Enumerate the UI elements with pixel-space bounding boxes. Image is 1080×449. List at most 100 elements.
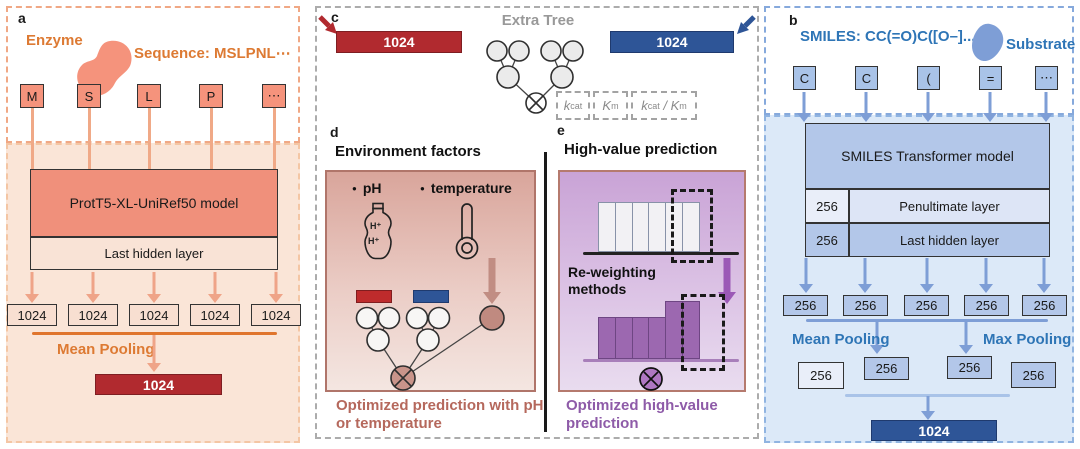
panel-a-label: a [18,10,26,26]
histogram-axis [583,359,739,362]
embedding-dim-box: 1024 [7,304,57,326]
ratio-separator: / [659,98,671,113]
ratio-symbol-1: k [641,98,648,113]
smiles-token: ⋯ [1035,66,1058,90]
histogram-axis [583,252,739,255]
embedding-dim-box: 256 [843,295,888,316]
environment-factors-box [325,170,536,392]
down-arrow-icon [797,92,811,122]
high-value-highlight-rect [681,294,725,371]
down-arrow-icon [86,272,100,303]
embedding-dim-box: 256 [1022,295,1067,316]
reweighting-line2: methods [568,281,627,298]
smiles-token: = [979,66,1002,90]
ratio-subscript-1: cat [647,100,660,111]
down-arrow-icon [1039,92,1053,122]
panel-e-caption-line2: prediction [566,415,639,433]
down-arrow-icon [147,335,161,372]
down-arrow-icon [921,92,935,122]
multiply-node-icon [639,367,663,391]
connector-line [272,108,276,169]
embedding-dim-box: 1024 [190,304,240,326]
sequence-label: Sequence: MSLPNL⋯ [134,45,291,62]
panel-d-e-divider [544,152,547,432]
smiles-token: ( [917,66,940,90]
bottle-ion-bottom: H⁺ [368,236,379,246]
extra-tree-graph-icon [486,40,584,114]
mean-pooling-label: Mean Pooling [57,341,155,358]
embedding-dim-box: 256 [904,295,949,316]
enzyme-label: Enzyme [26,32,83,49]
temperature-factor-label: temperature [420,180,512,196]
extra-tree-enzyme-input: 1024 [336,31,462,53]
down-arrow-icon [859,92,873,122]
panel-a-top-box [6,6,300,143]
smiles-token: C [855,66,878,90]
down-arrow-icon [147,272,161,303]
substrate-blob-icon [972,23,1004,62]
max-pooling-label: Max Pooling [983,331,1072,348]
panel-d-caption: Optimized prediction with pH or temperat… [336,397,544,434]
extra-tree-substrate-input: 1024 [610,31,734,53]
embedding-dim-box: 1024 [251,304,301,326]
kcat-subscript: cat [570,100,583,111]
smiles-label: SMILES: CC(=O)C([O–]... [800,28,976,45]
connector-line [147,108,151,169]
enzyme-token: L [137,84,161,108]
connector-line [87,108,91,169]
high-value-prediction-title: High-value prediction [564,141,718,158]
histogram-before [598,202,701,252]
embedding-dim-box: 256 [783,295,828,316]
ratio-subscript-2: m [679,100,687,111]
panel-b-top-box [764,6,1074,115]
panel-c-label: c [331,9,339,25]
pooled-dim-box: 256 [1011,362,1056,388]
ph-factor-label: pH [352,180,382,196]
enzyme-token: M [20,84,44,108]
embedding-dim-box: 256 [964,295,1009,316]
pooled-dim-box: 256 [947,356,992,379]
down-arrow-icon [1037,258,1051,293]
kcat-symbol: k [563,98,571,113]
panel-e-caption: Optimized high-value prediction [566,397,718,434]
mean-pooling-label: Mean Pooling [792,331,890,348]
down-arrow-icon [920,258,934,293]
enzyme-blob-icon [77,40,132,97]
environment-factors-title: Environment factors [335,143,481,160]
down-arrow-icon [858,258,872,293]
environment-tree-graph-icon [355,305,505,391]
panel-d-label: d [330,124,339,140]
pooled-dim-box: 256 [864,357,909,380]
enzyme-output-vector: 1024 [95,374,222,395]
down-arrow-icon [959,321,973,354]
down-arrow-icon [485,258,499,304]
down-arrow-icon [799,258,813,293]
enzyme-feature-bar [356,290,392,303]
connector-line [30,108,34,169]
down-arrow-icon [979,258,993,293]
panel-d-caption-line2: or temperature [336,415,442,433]
enzyme-token: ⋯ [262,84,286,108]
connector-line [209,108,213,169]
panel-e-label: e [557,122,565,138]
down-arrow-icon [25,272,39,303]
reweighting-line1: Re-weighting [568,264,656,280]
km-subscript: m [611,100,619,111]
down-arrow-icon [921,396,935,420]
substrate-feature-bar [413,290,449,303]
pooling-line [32,332,277,335]
red-input-arrow-icon [318,15,337,34]
km-symbol: K [602,98,612,113]
embedding-dim-box: 1024 [129,304,179,326]
panel-d-caption-line1: Optimized prediction with pH [336,397,544,414]
enzyme-token: P [199,84,223,108]
panel-e-caption-line1: Optimized high-value [566,397,718,414]
panel-b-label: b [789,12,798,28]
substrate-label: Substrate [1006,36,1076,53]
thermometer-icon [455,203,479,260]
enzyme-token: S [77,84,101,108]
last-hidden-dim-cell: 256 [805,223,849,257]
